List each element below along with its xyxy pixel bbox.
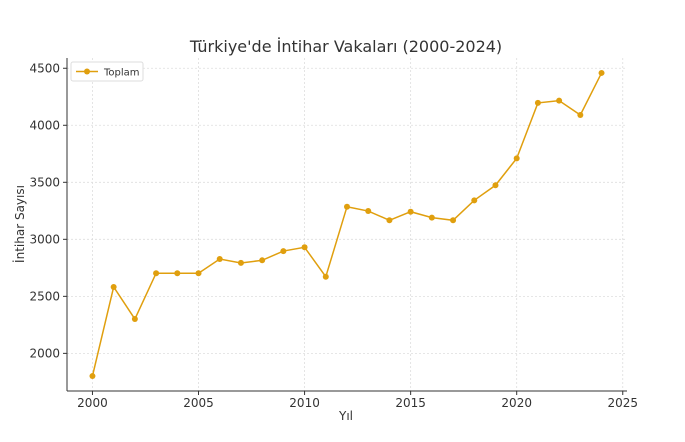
tick-labels: 2000 2005 2010 2015 2020 2025 2000 2500 3000 3500… xyxy=(29,61,638,410)
data-point xyxy=(344,203,350,210)
data-point xyxy=(492,182,499,189)
data-point xyxy=(280,248,287,255)
data-point xyxy=(195,270,202,277)
data-point xyxy=(301,244,308,251)
data-point xyxy=(365,208,372,215)
y-tick-label: 2000 xyxy=(29,346,60,360)
x-tick-label: 2010 xyxy=(289,396,320,410)
data-point xyxy=(259,257,266,264)
data-point xyxy=(131,316,138,323)
data-point xyxy=(513,155,520,162)
x-tick-label: 2025 xyxy=(607,396,638,410)
data-point xyxy=(237,259,244,266)
grid xyxy=(67,58,627,391)
data-point xyxy=(110,283,117,290)
data-point xyxy=(556,97,563,104)
y-tick-label: 4000 xyxy=(29,118,60,132)
data-point xyxy=(598,69,605,76)
x-tick-label: 2020 xyxy=(501,396,532,410)
data-point xyxy=(577,112,584,119)
y-tick-label: 3500 xyxy=(29,175,60,189)
y-axis-label: İntihar Sayısı xyxy=(12,185,27,263)
data-point xyxy=(386,217,393,224)
legend-label: Toplam xyxy=(103,68,140,79)
legend: Toplam xyxy=(70,61,144,82)
x-tick-label: 2000 xyxy=(77,396,108,410)
data-point xyxy=(216,256,223,263)
x-axis-label: Yıl xyxy=(338,409,353,423)
series-toplam xyxy=(89,69,605,380)
data-point xyxy=(174,270,181,277)
data-point xyxy=(471,197,478,204)
series-line xyxy=(91,72,603,377)
data-point xyxy=(534,99,541,106)
data-point xyxy=(450,217,457,224)
data-point xyxy=(89,373,96,380)
legend-marker xyxy=(84,68,90,75)
x-tick-label: 2005 xyxy=(183,396,214,410)
axes xyxy=(63,58,627,395)
legend-box xyxy=(70,61,144,82)
x-tick-label: 2015 xyxy=(395,396,426,410)
chart-title: Türkiye'de İntihar Vakaları (2000-2024) xyxy=(189,37,502,56)
y-tick-label: 4500 xyxy=(29,61,60,75)
y-tick-label: 3000 xyxy=(29,232,60,246)
data-point xyxy=(407,208,414,215)
y-tick-label: 2500 xyxy=(29,289,60,303)
data-point xyxy=(428,214,435,221)
data-point xyxy=(322,273,329,280)
data-point xyxy=(153,270,160,277)
